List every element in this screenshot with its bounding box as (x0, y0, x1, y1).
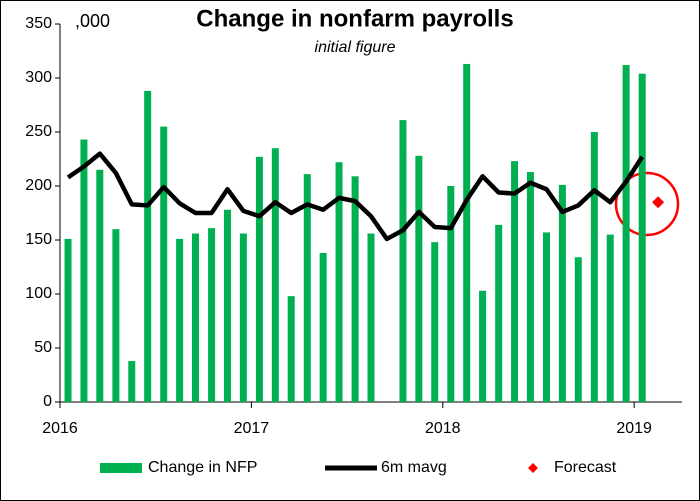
bar (526, 171, 534, 402)
bar (463, 63, 471, 403)
y-tick-label: 250 (25, 123, 52, 140)
unit-label: ,000 (75, 11, 110, 31)
bar (176, 238, 184, 402)
x-tick-label: 2018 (425, 420, 461, 437)
bar (495, 224, 503, 402)
bar (415, 155, 423, 402)
bar (479, 290, 487, 402)
bar (271, 148, 279, 402)
bar (287, 296, 295, 402)
bar (96, 169, 104, 402)
bar (606, 234, 614, 402)
bar (112, 229, 120, 402)
x-tick-label: 2016 (42, 420, 78, 437)
legend-label: 6m mavg (381, 459, 447, 476)
bar (255, 156, 263, 402)
bar (542, 232, 550, 402)
y-tick-label: 0 (43, 393, 52, 410)
legend-label: Forecast (554, 459, 617, 476)
annotation-circle (614, 171, 680, 237)
bar (80, 139, 88, 402)
chart-subtitle: initial figure (315, 39, 396, 56)
bar (160, 126, 168, 402)
legend-label: Change in NFP (148, 459, 257, 476)
bar (128, 360, 136, 402)
bar (590, 132, 598, 402)
bar (399, 120, 407, 403)
bar (622, 65, 630, 402)
x-tick-label: 2017 (234, 420, 270, 437)
bar (303, 174, 311, 402)
legend-swatch (528, 463, 538, 473)
y-tick-label: 300 (25, 69, 52, 86)
x-tick-label: 2019 (616, 420, 652, 437)
bar (367, 233, 375, 402)
bar (64, 238, 72, 402)
y-tick-label: 350 (25, 15, 52, 32)
bar (511, 161, 519, 402)
forecast-point (652, 196, 665, 209)
bar (574, 257, 582, 402)
y-tick-label: 100 (25, 285, 52, 302)
bar (144, 90, 152, 403)
bar (208, 228, 216, 402)
bar (239, 233, 247, 402)
bar (447, 186, 455, 402)
line (66, 151, 645, 242)
bar (223, 209, 231, 402)
bar (431, 242, 439, 402)
bar (319, 252, 327, 402)
bar (192, 233, 200, 402)
chart-title: Change in nonfarm payrolls (196, 5, 513, 32)
bar (558, 184, 566, 402)
y-tick-label: 150 (25, 231, 52, 248)
bar (351, 176, 359, 402)
bar (335, 162, 343, 402)
legend-swatch (100, 463, 142, 473)
y-tick-label: 200 (25, 177, 52, 194)
y-tick-label: 50 (34, 339, 52, 356)
bar (638, 73, 646, 403)
